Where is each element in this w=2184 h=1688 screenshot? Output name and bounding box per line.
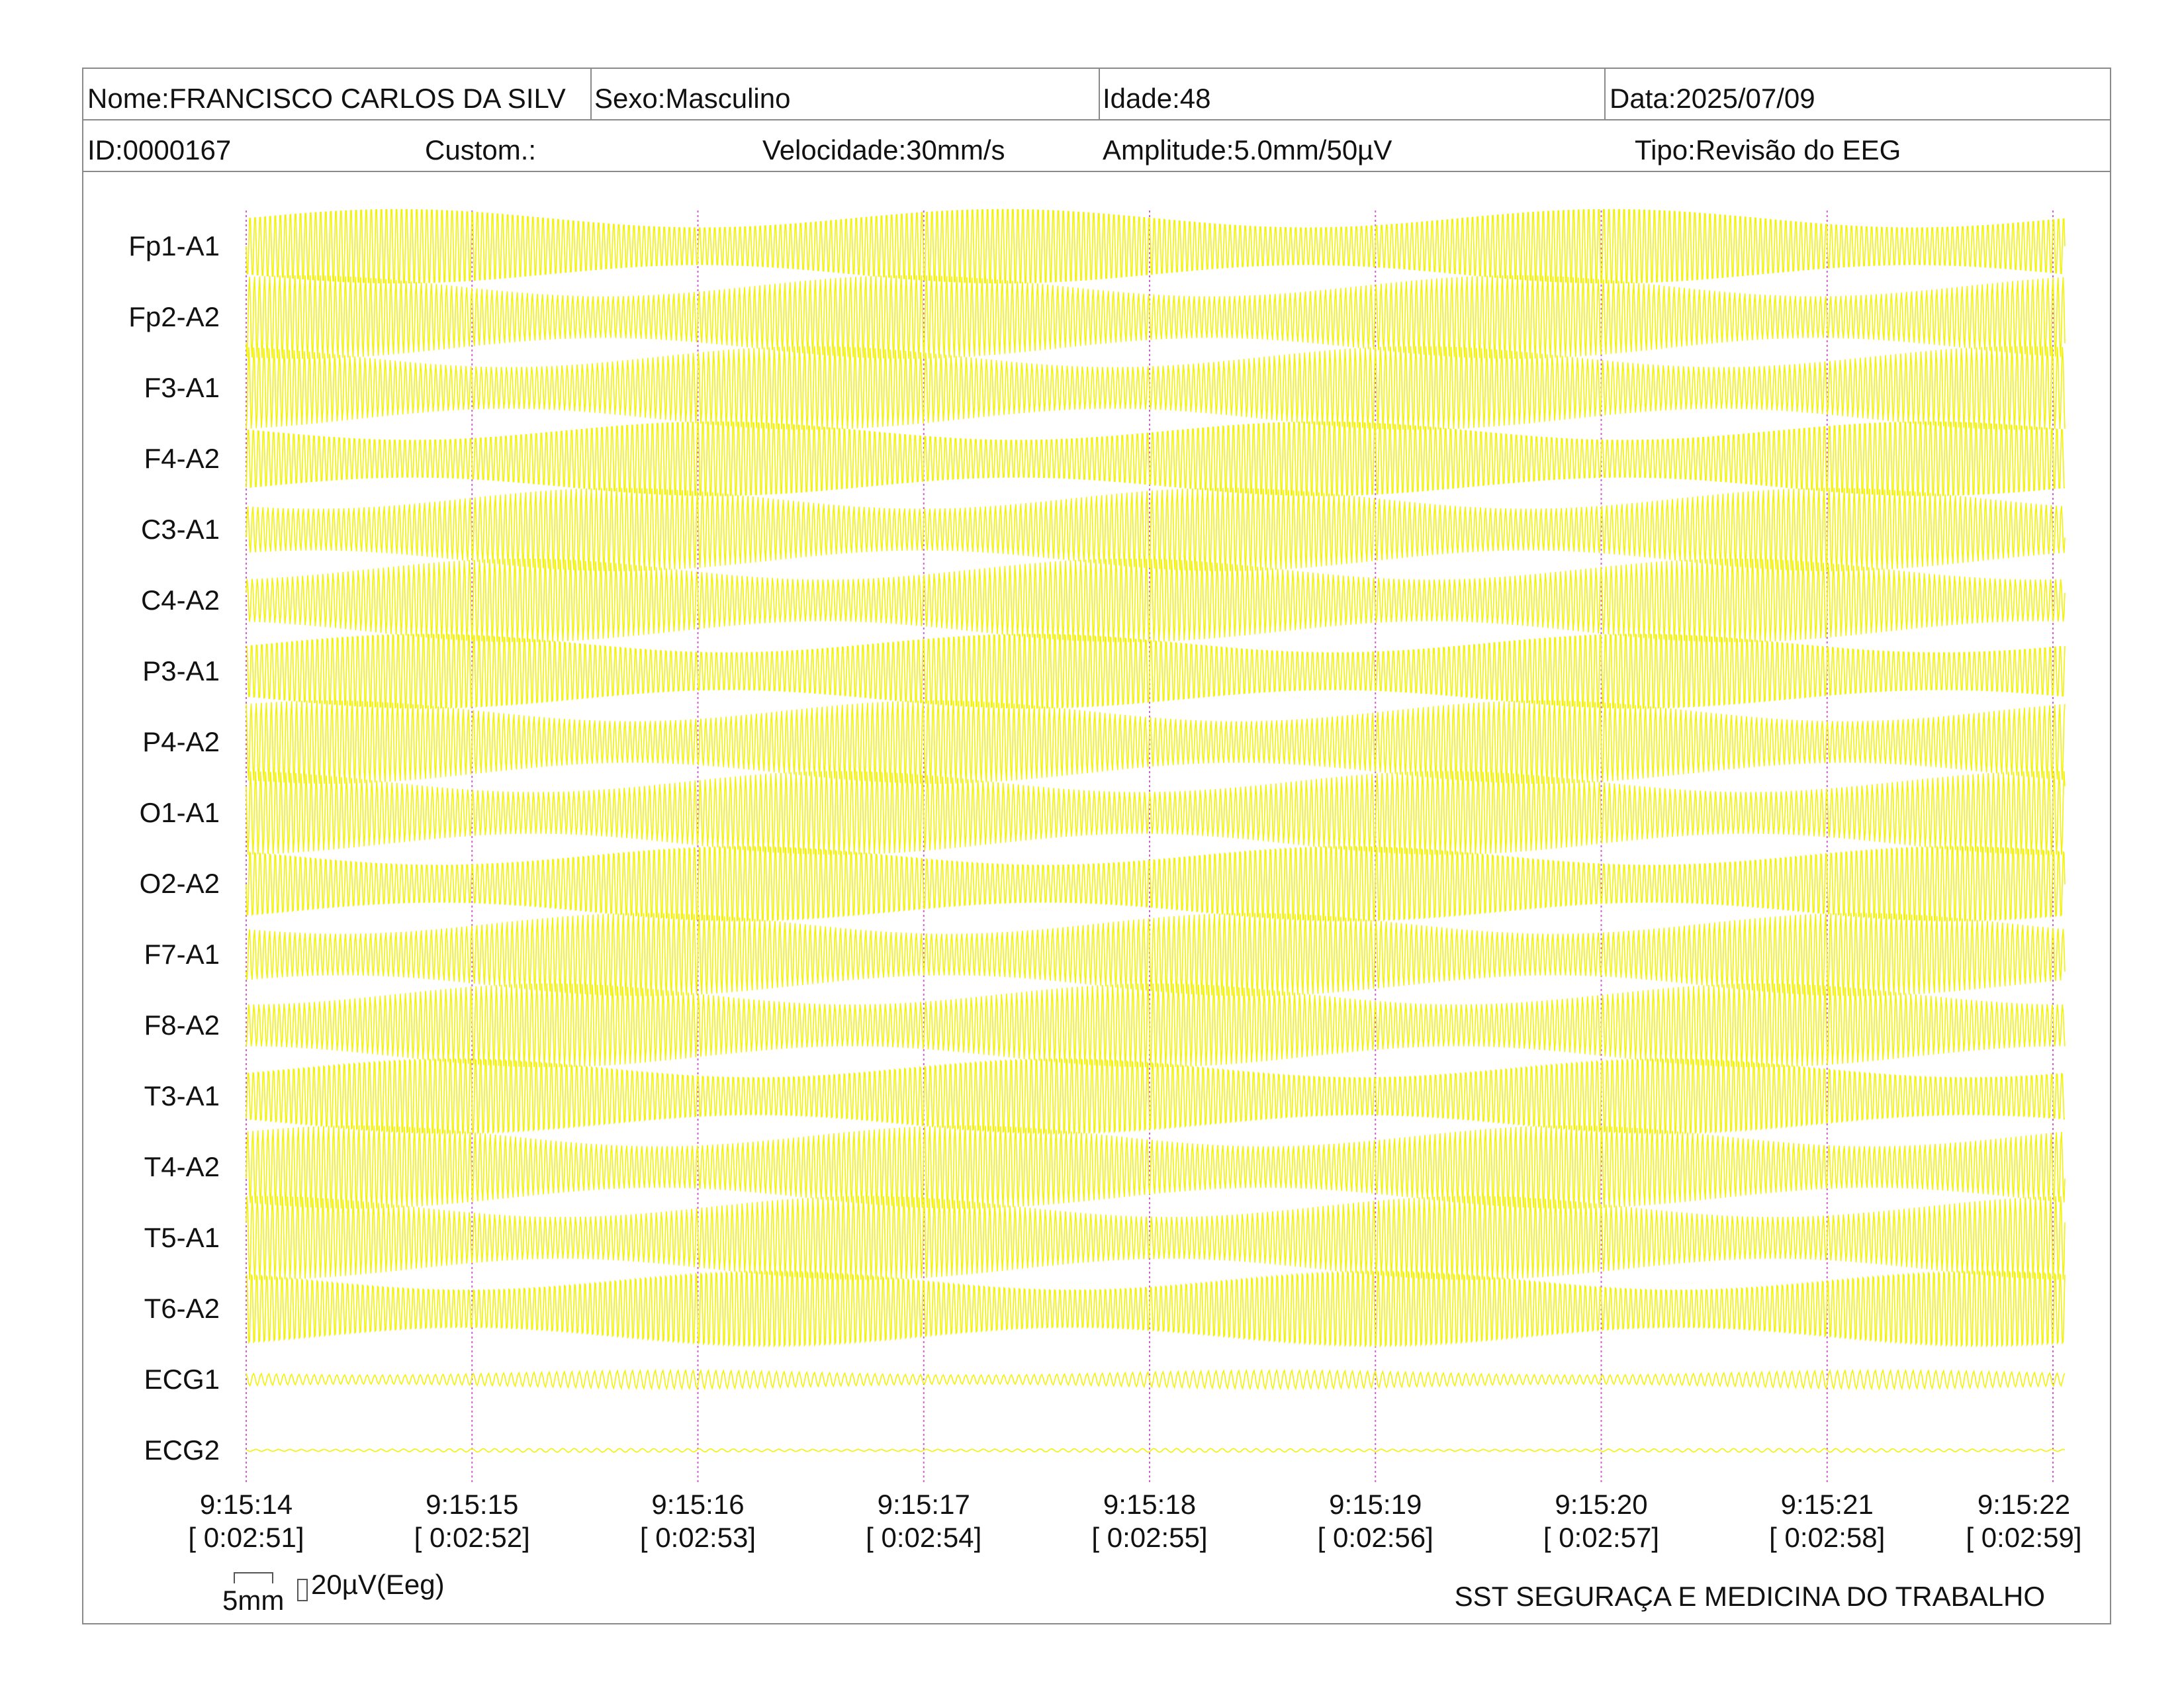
exam-date: Data:2025/07/09 xyxy=(1610,83,1815,114)
eeg-trace xyxy=(246,346,2066,430)
elapsed-time: [ 0:02:54] xyxy=(866,1522,982,1554)
header-divider xyxy=(82,119,2111,120)
time-scale-icon xyxy=(234,1572,308,1601)
eeg-trace xyxy=(246,275,2066,359)
review-type: Tipo:Revisão do EEG xyxy=(1635,134,1901,165)
eeg-trace xyxy=(246,983,2066,1068)
time-mark-label: 9:15:21[ 0:02:58] xyxy=(1741,1488,1913,1555)
report-frame xyxy=(82,68,2111,1624)
eeg-trace xyxy=(246,1448,2066,1453)
patient-age: Idade:48 xyxy=(1103,83,1211,114)
channel-label: P4-A2 xyxy=(142,726,220,757)
patient-name: Nome:FRANCISCO CARLOS DA SILV xyxy=(87,83,566,114)
channel-label: T5-A1 xyxy=(144,1222,220,1253)
eeg-trace xyxy=(246,700,2066,784)
channel-label: ECG1 xyxy=(144,1364,220,1395)
speed-setting: Velocidade:30mm/s xyxy=(762,134,1005,165)
elapsed-time: [ 0:02:57] xyxy=(1543,1522,1660,1554)
eeg-trace xyxy=(246,771,2066,855)
patient-sex: Sexo:Masculino xyxy=(594,83,791,114)
channel-label: P3-A1 xyxy=(142,655,220,686)
time-scale-label: 5mm xyxy=(222,1585,285,1616)
amplitude-setting: Amplitude:5.0mm/50µV xyxy=(1103,134,1392,165)
time-mark-label: 9:15:15[ 0:02:52] xyxy=(386,1488,558,1555)
time-mark-label: 9:15:14[ 0:02:51] xyxy=(160,1488,332,1555)
eeg-trace xyxy=(246,1196,2066,1280)
clock-time: 9:15:20 xyxy=(1555,1489,1648,1520)
header-bottom-divider xyxy=(82,171,2111,172)
channel-label: O2-A2 xyxy=(139,868,220,899)
channel-label: T4-A2 xyxy=(144,1151,220,1182)
channel-label: T6-A2 xyxy=(144,1293,220,1324)
clock-time: 9:15:21 xyxy=(1780,1489,1874,1520)
channel-label: Fp1-A1 xyxy=(128,230,220,261)
elapsed-time: [ 0:02:55] xyxy=(1091,1522,1208,1554)
time-mark-label: 9:15:20[ 0:02:57] xyxy=(1516,1488,1688,1555)
amplitude-scale-label: 20µV(Eeg) xyxy=(311,1569,445,1600)
time-mark-label: 9:15:17[ 0:02:54] xyxy=(838,1488,1010,1555)
clock-time: 9:15:17 xyxy=(877,1489,970,1520)
eeg-trace xyxy=(246,1270,2066,1348)
channel-label: C4-A2 xyxy=(140,585,220,616)
clock-time: 9:15:19 xyxy=(1329,1489,1422,1520)
elapsed-time: [ 0:02:59] xyxy=(1966,1522,2082,1554)
elapsed-time: [ 0:02:58] xyxy=(1769,1522,1886,1554)
elapsed-time: [ 0:02:52] xyxy=(414,1522,530,1554)
header-cell-divider xyxy=(1099,68,1100,119)
channel-label: F7-A1 xyxy=(144,939,220,970)
eeg-trace xyxy=(246,633,2066,710)
eeg-trace xyxy=(246,209,2066,284)
clock-time: 9:15:16 xyxy=(651,1489,745,1520)
channel-label: C3-A1 xyxy=(140,514,220,545)
elapsed-time: [ 0:02:56] xyxy=(1317,1522,1433,1554)
time-mark-label: 9:15:16[ 0:02:53] xyxy=(612,1488,784,1555)
header-cell-divider xyxy=(590,68,592,119)
channel-label: F8-A2 xyxy=(144,1009,220,1041)
custom-field: Custom.: xyxy=(425,134,537,165)
eeg-trace xyxy=(246,845,2066,922)
company-name: SST SEGURAÇA E MEDICINA DO TRABALHO xyxy=(1454,1581,2045,1612)
eeg-trace xyxy=(246,558,2066,643)
channel-label: F4-A2 xyxy=(144,443,220,474)
elapsed-time: [ 0:02:53] xyxy=(639,1522,756,1554)
eeg-trace xyxy=(246,1125,2066,1209)
channel-label: F3-A1 xyxy=(144,372,220,403)
eeg-trace xyxy=(246,1368,2066,1391)
channel-label: ECG2 xyxy=(144,1434,220,1466)
patient-id: ID:0000167 xyxy=(87,134,232,165)
eeg-trace xyxy=(246,1057,2066,1135)
clock-time: 9:15:22 xyxy=(1977,1489,2071,1520)
clock-time: 9:15:18 xyxy=(1103,1489,1197,1520)
time-mark-label: 9:15:22[ 0:02:59] xyxy=(1938,1488,2110,1555)
channel-label: O1-A1 xyxy=(139,797,220,828)
channel-label: T3-A1 xyxy=(144,1080,220,1111)
eeg-trace xyxy=(246,421,2066,496)
header-cell-divider xyxy=(1604,68,1606,119)
time-mark-label: 9:15:18[ 0:02:55] xyxy=(1064,1488,1236,1555)
channel-label: Fp2-A2 xyxy=(128,301,220,332)
eeg-trace xyxy=(246,488,2066,571)
clock-time: 9:15:15 xyxy=(426,1489,519,1520)
time-mark-label: 9:15:19[ 0:02:56] xyxy=(1289,1488,1461,1555)
elapsed-time: [ 0:02:51] xyxy=(188,1522,304,1554)
eeg-trace xyxy=(246,913,2066,996)
clock-time: 9:15:14 xyxy=(199,1489,293,1520)
